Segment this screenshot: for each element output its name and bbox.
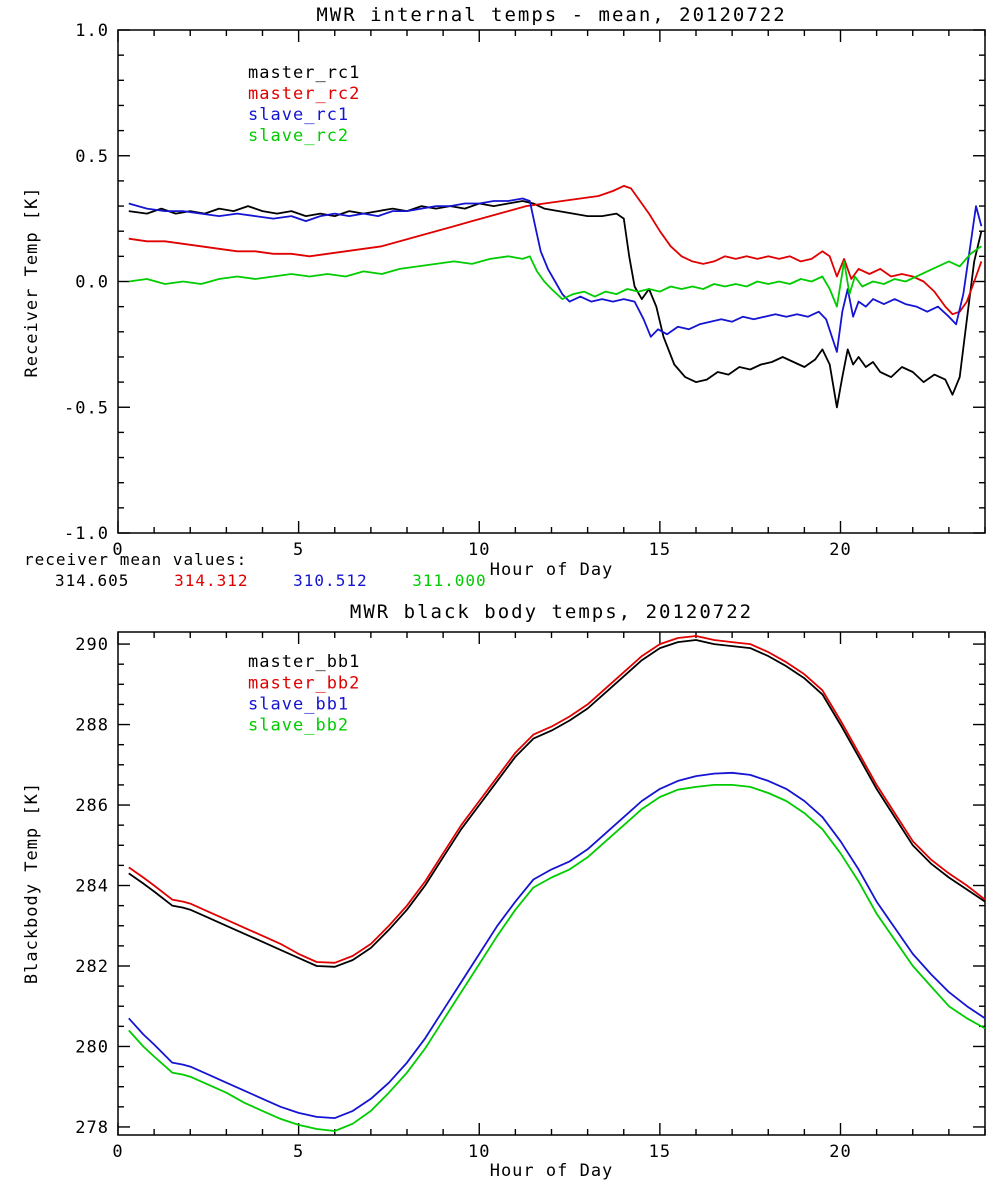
x-tick-label: 15: [649, 1142, 671, 1162]
series-line-master_bb2: [128, 635, 986, 964]
y-tick-label: -0.5: [64, 398, 109, 418]
series-line-master_rc1: [128, 200, 983, 409]
y-tick-label: 282: [75, 957, 109, 977]
legend-label-master_bb1: master_bb1: [248, 652, 360, 672]
mean-values-line: 314.605 314.312 310.512 311.000: [55, 571, 521, 590]
x-tick-label: 15: [649, 540, 671, 560]
y-tick-label: 278: [75, 1118, 109, 1138]
y-tick-label: 0.0: [75, 273, 109, 293]
x-tick-label: 10: [468, 1142, 490, 1162]
bottom-chart-title: MWR black body temps, 20120722: [349, 601, 754, 623]
mean-values-label: receiver mean values:: [24, 550, 248, 569]
x-tick-label: 0: [112, 540, 123, 560]
top-chart-svg: 0 5 10 15 20 -1.0 -0.5 0.0 0.5 1.0 master_rc1maste…: [64, 21, 986, 560]
series-line-master_bb1: [128, 639, 986, 968]
x-tick-label: 20: [829, 540, 851, 560]
series-line-master_rc2: [128, 185, 983, 316]
x-tick-label: 0: [112, 1142, 123, 1162]
series-line-slave_rc1: [128, 197, 983, 353]
legend-label-master_bb2: master_bb2: [248, 673, 360, 693]
mean-value-master-rc2: 314.312: [174, 571, 249, 590]
y-tick-label: 1.0: [75, 21, 109, 41]
x-tick-label: 20: [829, 1142, 851, 1162]
mean-value-slave-rc1: 310.512: [293, 571, 368, 590]
y-tick-label: 288: [75, 716, 109, 736]
top-chart-xlabel: Hour of Day: [489, 560, 614, 580]
y-tick-label: 284: [75, 877, 109, 897]
y-tick-label: 290: [75, 635, 109, 655]
x-tick-label: 5: [293, 1142, 304, 1162]
x-tick-label: 5: [293, 540, 304, 560]
y-tick-label: -1.0: [64, 524, 109, 544]
legend-label-slave_bb2: slave_bb2: [248, 716, 349, 736]
mean-value-master-rc1: 314.605: [55, 571, 130, 590]
legend-label-slave_rc2: slave_rc2: [248, 126, 349, 146]
legend-label-slave_rc1: slave_rc1: [248, 105, 349, 125]
x-tick-label: 10: [468, 540, 490, 560]
y-tick-label: 286: [75, 796, 109, 816]
y-tick-label: 0.5: [75, 147, 109, 167]
series-line-slave_bb1: [128, 771, 986, 1119]
plot-area: 0 5 10 15 20 -1.0 -0.5 0.0 0.5 1.0 master_rc1maste…: [64, 21, 986, 560]
mean-value-slave-rc2: 311.000: [412, 571, 487, 590]
series-line-slave_rc2: [128, 245, 982, 308]
bottom-chart-svg: 0 5 10 15 20 278 280 282 284 286 288 290 master_bb1m…: [75, 631, 986, 1162]
legend-label-master_rc2: master_rc2: [248, 84, 360, 104]
plot-area: 0 5 10 15 20 278 280 282 284 286 288 290 master_bb1m…: [75, 631, 986, 1162]
series-line-slave_bb2: [128, 784, 986, 1132]
bottom-chart-xlabel: Hour of Day: [489, 1161, 614, 1181]
top-chart-title: MWR internal temps - mean, 20120722: [316, 4, 787, 26]
y-tick-label: 280: [75, 1037, 109, 1057]
legend-label-master_rc1: master_rc1: [248, 63, 360, 83]
legend-label-slave_bb1: slave_bb1: [248, 694, 349, 714]
